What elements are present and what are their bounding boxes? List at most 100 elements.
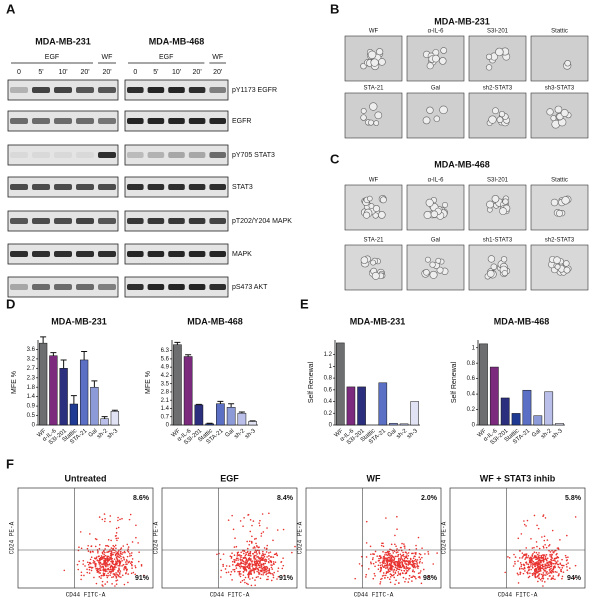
band [209,251,226,257]
event-dot [124,572,127,575]
event-dot [527,576,530,579]
row-label: pY1173 EGFR [232,87,277,94]
event-dot [216,553,218,556]
event-dot [537,527,540,530]
event-dot [537,570,540,573]
event-dot [397,553,400,556]
event-dot [369,545,372,548]
event-dot [383,574,385,577]
event-dot [253,571,256,574]
event-dot [531,567,534,569]
event-dot [398,582,400,584]
event-dot [574,564,577,567]
event-dot [393,559,395,562]
event-dot [538,554,540,557]
event-dot [249,558,251,561]
event-dot [405,568,407,570]
event-dot [227,571,230,573]
upper-percent: 2.0% [421,495,438,502]
band [98,251,116,257]
event-dot [395,579,397,582]
event-dot [229,573,232,576]
event-dot [561,575,564,578]
event-dot [256,570,258,573]
image-label: WF [369,178,379,184]
event-dot [361,564,363,567]
x-tick-label: sh-2 [540,428,553,441]
event-dot [394,534,396,537]
event-dot [419,570,422,572]
event-dot [556,571,558,573]
event-dot [112,544,115,547]
event-dot [126,560,128,562]
event-dot [411,576,413,579]
bar [389,422,398,426]
y-tick-label: 2.8 [161,390,170,396]
event-dot [262,562,265,565]
event-dot [242,562,244,565]
event-dot [265,565,268,568]
band [54,284,72,290]
cell [487,255,496,263]
micrograph [530,35,589,82]
event-dot [262,572,265,574]
event-dot [389,552,391,555]
event-dot [417,572,420,575]
band [127,184,144,190]
event-dot [412,552,414,555]
event-dot [121,559,123,562]
event-dot [127,573,130,575]
event-dot [390,574,393,577]
event-dot [392,552,395,554]
event-dot [233,561,236,564]
event-dot [89,550,92,553]
event-dot [377,564,380,567]
band [98,218,116,224]
band [209,218,226,224]
event-dot [98,561,100,564]
event-dot [100,577,102,579]
cell [556,209,563,217]
event-dot [408,577,410,580]
bar [248,421,257,426]
event-dot [107,559,110,562]
event-dot [552,577,554,580]
event-dot [114,574,117,576]
event-dot [243,568,245,571]
event-dot [405,565,408,568]
event-dot [268,552,270,554]
flow-ylabel: CD24 PE-A [9,521,16,554]
event-dot [512,565,515,567]
lane-label: 20' [80,69,89,76]
event-dot [103,570,105,572]
event-dot [376,555,378,557]
event-dot [258,557,261,560]
event-dot [531,547,534,549]
chart-title: MDA-MB-231 [51,316,107,326]
event-dot [421,562,424,564]
event-dot [534,563,537,566]
event-dot [370,562,372,565]
event-dot [127,561,130,564]
event-dot [134,573,137,576]
y-axis-label: Self Renewal [451,361,458,403]
event-dot [262,531,265,533]
event-dot [394,543,396,546]
event-dot [267,578,269,581]
event-dot [542,574,544,576]
event-dot [101,518,104,521]
y-tick-label: 0.4 [467,392,476,398]
event-dot [104,568,107,570]
event-dot [269,559,271,562]
event-dot [386,563,389,566]
event-dot [419,553,422,556]
event-dot [130,572,133,575]
event-dot [86,568,88,571]
band [188,87,206,93]
event-dot [258,524,261,527]
event-dot [550,561,553,564]
event-dot [537,574,539,577]
event-dot [538,558,540,561]
event-dot [99,565,101,567]
y-tick-label: 2.7 [27,366,36,372]
